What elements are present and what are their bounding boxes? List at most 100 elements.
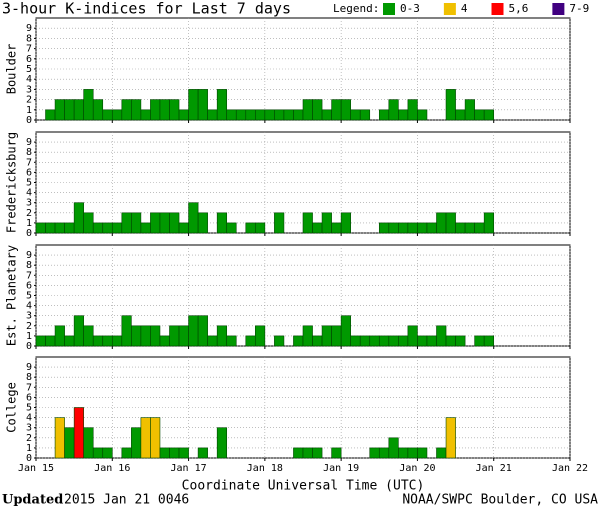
- bar: [92, 447, 104, 459]
- bar: [331, 325, 342, 347]
- bar: [226, 335, 237, 347]
- bar: [388, 335, 399, 347]
- bar: [245, 335, 256, 347]
- bar: [102, 447, 113, 459]
- bar: [83, 427, 94, 459]
- bar: [445, 89, 456, 121]
- bar: [159, 335, 170, 347]
- y-tick-label: 1: [26, 443, 32, 454]
- y-tick-label: 3: [26, 198, 32, 209]
- bar: [188, 202, 199, 234]
- bar: [321, 212, 332, 234]
- bar: [417, 222, 428, 234]
- y-tick-label: 0: [26, 115, 32, 126]
- y-tick-label: 6: [26, 54, 32, 65]
- bar: [64, 335, 75, 347]
- y-tick-label: 0: [26, 453, 32, 464]
- bar: [445, 417, 456, 459]
- legend-label: 0-3: [400, 2, 420, 15]
- bar: [169, 325, 180, 347]
- bar: [359, 335, 371, 347]
- bar: [455, 222, 466, 234]
- bar: [302, 212, 313, 234]
- y-tick-label: 8: [26, 372, 32, 383]
- bar: [302, 325, 313, 347]
- legend-swatch: [443, 3, 456, 15]
- bar: [150, 212, 161, 234]
- bar: [83, 325, 94, 347]
- bar: [111, 109, 123, 121]
- bar: [340, 315, 351, 347]
- bar: [178, 109, 189, 121]
- bar: [378, 222, 390, 234]
- bar: [178, 447, 189, 459]
- bar: [445, 335, 456, 347]
- y-tick-label: 5: [26, 178, 32, 189]
- bar: [407, 447, 418, 459]
- bar: [140, 222, 151, 234]
- y-tick-label: 9: [26, 250, 32, 261]
- bar: [340, 99, 351, 121]
- y-tick-label: 6: [26, 167, 32, 178]
- bar: [216, 427, 228, 459]
- x-tick-label: Jan 22: [552, 463, 588, 474]
- legend-label: 4: [461, 2, 468, 15]
- bar: [159, 447, 170, 459]
- y-tick-label: 4: [26, 301, 32, 312]
- y-tick-label: 2: [26, 433, 32, 444]
- legend-title: Legend:: [333, 2, 379, 15]
- bar: [207, 335, 218, 347]
- bar: [312, 222, 323, 234]
- bar: [398, 335, 409, 347]
- y-axis-title: Est. Planetary: [5, 245, 19, 346]
- bar: [464, 99, 475, 121]
- y-tick-label: 5: [26, 64, 32, 75]
- bar: [159, 212, 170, 234]
- bar: [131, 325, 142, 347]
- bar: [407, 325, 418, 347]
- bar: [140, 109, 151, 121]
- y-tick-label: 3: [26, 311, 32, 322]
- bar: [445, 212, 456, 234]
- bar: [483, 335, 495, 347]
- bar: [169, 212, 180, 234]
- bar: [140, 417, 151, 459]
- bar: [378, 447, 390, 459]
- bar: [464, 222, 475, 234]
- bar: [64, 427, 75, 459]
- bar: [483, 109, 495, 121]
- bar: [436, 325, 447, 347]
- bar: [331, 99, 342, 121]
- y-tick-label: 1: [26, 331, 32, 342]
- bar: [398, 447, 409, 459]
- bar: [83, 89, 94, 121]
- bar: [169, 447, 180, 459]
- y-tick-label: 8: [26, 33, 32, 44]
- y-tick-label: 5: [26, 291, 32, 302]
- bar: [216, 325, 228, 347]
- bar: [73, 99, 84, 121]
- y-tick-label: 2: [26, 208, 32, 219]
- bar: [54, 222, 65, 234]
- bar: [407, 99, 418, 121]
- updated-time: 2015 Jan 21 0046: [64, 493, 189, 508]
- bar: [92, 335, 104, 347]
- y-tick-label: 3: [26, 423, 32, 434]
- bar: [92, 222, 104, 234]
- bar: [111, 222, 123, 234]
- y-tick-label: 7: [26, 382, 32, 393]
- bar: [197, 315, 208, 347]
- x-tick-label: Jan 18: [247, 463, 283, 474]
- bar: [321, 325, 332, 347]
- bar: [150, 417, 161, 459]
- bar: [64, 99, 75, 121]
- y-tick-label: 4: [26, 413, 32, 424]
- bar: [350, 335, 361, 347]
- legend-label: 5,6: [509, 2, 529, 15]
- bar: [369, 335, 380, 347]
- y-tick-label: 9: [26, 362, 32, 373]
- x-axis-title: Coordinate Universal Time (UTC): [182, 479, 425, 494]
- bar: [131, 212, 142, 234]
- y-tick-label: 4: [26, 74, 32, 85]
- bar: [426, 335, 437, 347]
